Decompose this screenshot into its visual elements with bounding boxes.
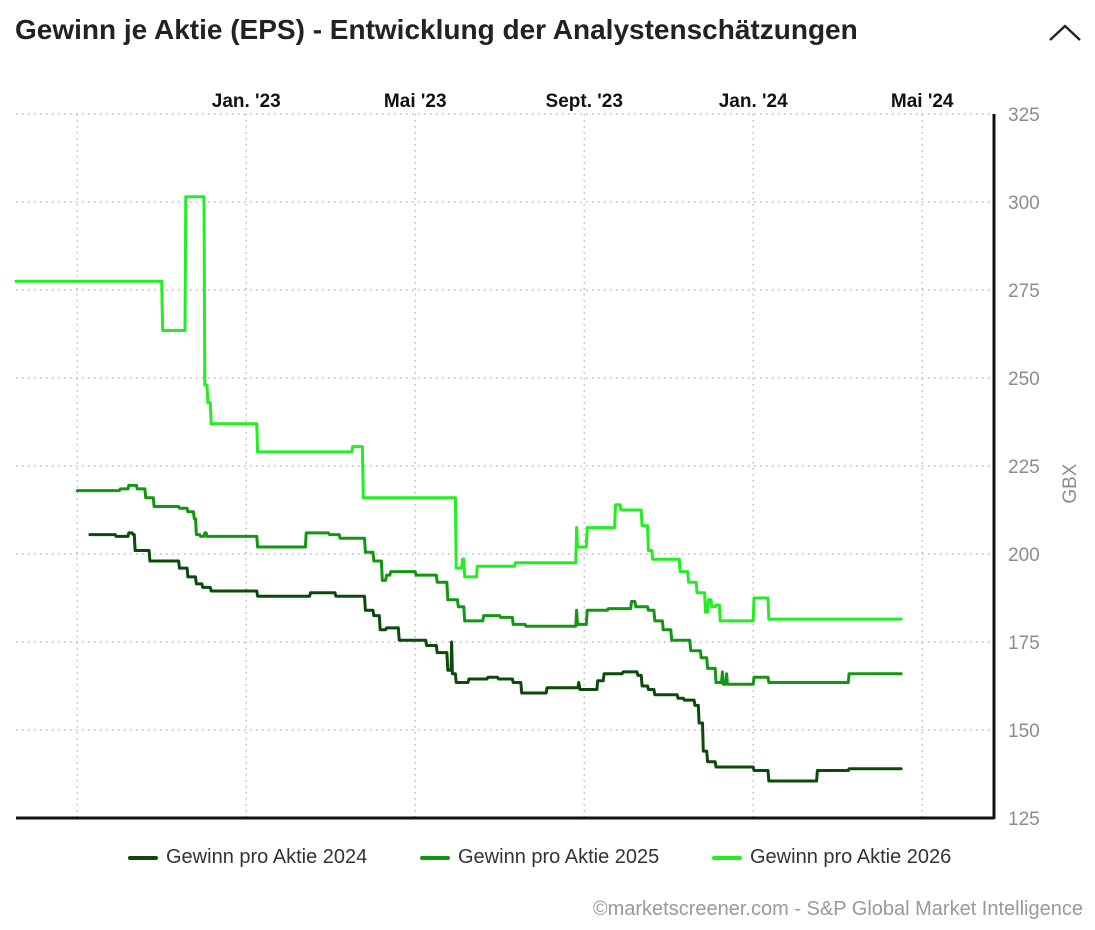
y-axis-label: GBX: [1060, 463, 1081, 503]
collapse-button[interactable]: [1048, 22, 1082, 44]
legend-label: Gewinn pro Aktie 2025: [458, 846, 660, 868]
legend-item-1[interactable]: Gewinn pro Aktie 2024: [128, 846, 367, 869]
chart-legend: Gewinn pro Aktie 2024 Gewinn pro Aktie 20…: [0, 846, 1095, 872]
chart-title: Gewinn je Aktie (EPS) - Entwicklung der …: [15, 14, 858, 45]
series-line-3: [14, 195, 903, 623]
eps-line-chart: 125 150 175 200 225 250 275 300 325 Jan. '23 Mai '…: [14, 91, 1081, 830]
y-tick-label: 300: [1008, 193, 1040, 214]
series-line-1: [88, 531, 903, 783]
x-tick-label: Mai '24: [891, 91, 954, 112]
y-tick-label: 200: [1008, 545, 1040, 566]
legend-label: Gewinn pro Aktie 2024: [166, 846, 368, 868]
y-tick-label: 175: [1008, 633, 1040, 654]
legend-swatch: [128, 855, 158, 860]
x-tick-label: Sept. '23: [546, 91, 623, 112]
y-tick-label: 125: [1008, 809, 1040, 830]
legend-label: Gewinn pro Aktie 2026: [750, 846, 952, 868]
y-tick-label: 250: [1008, 369, 1040, 390]
y-tick-label: 275: [1008, 281, 1040, 302]
x-tick-label: Jan. '24: [719, 91, 788, 112]
x-tick-label: Mai '23: [384, 91, 447, 112]
source-credit: ©marketscreener.com - S&P Global Market …: [592, 898, 1083, 920]
y-tick-label: 325: [1008, 105, 1040, 126]
series-line-2: [75, 483, 903, 686]
y-tick-label: 225: [1008, 457, 1040, 478]
legend-swatch: [712, 855, 742, 860]
legend-item-2[interactable]: Gewinn pro Aktie 2025: [420, 846, 659, 869]
chevron-up-icon: [1049, 24, 1081, 41]
x-tick-label: Jan. '23: [212, 91, 281, 112]
legend-item-3[interactable]: Gewinn pro Aktie 2026: [712, 846, 951, 869]
legend-swatch: [420, 855, 450, 860]
y-tick-label: 150: [1008, 721, 1040, 742]
